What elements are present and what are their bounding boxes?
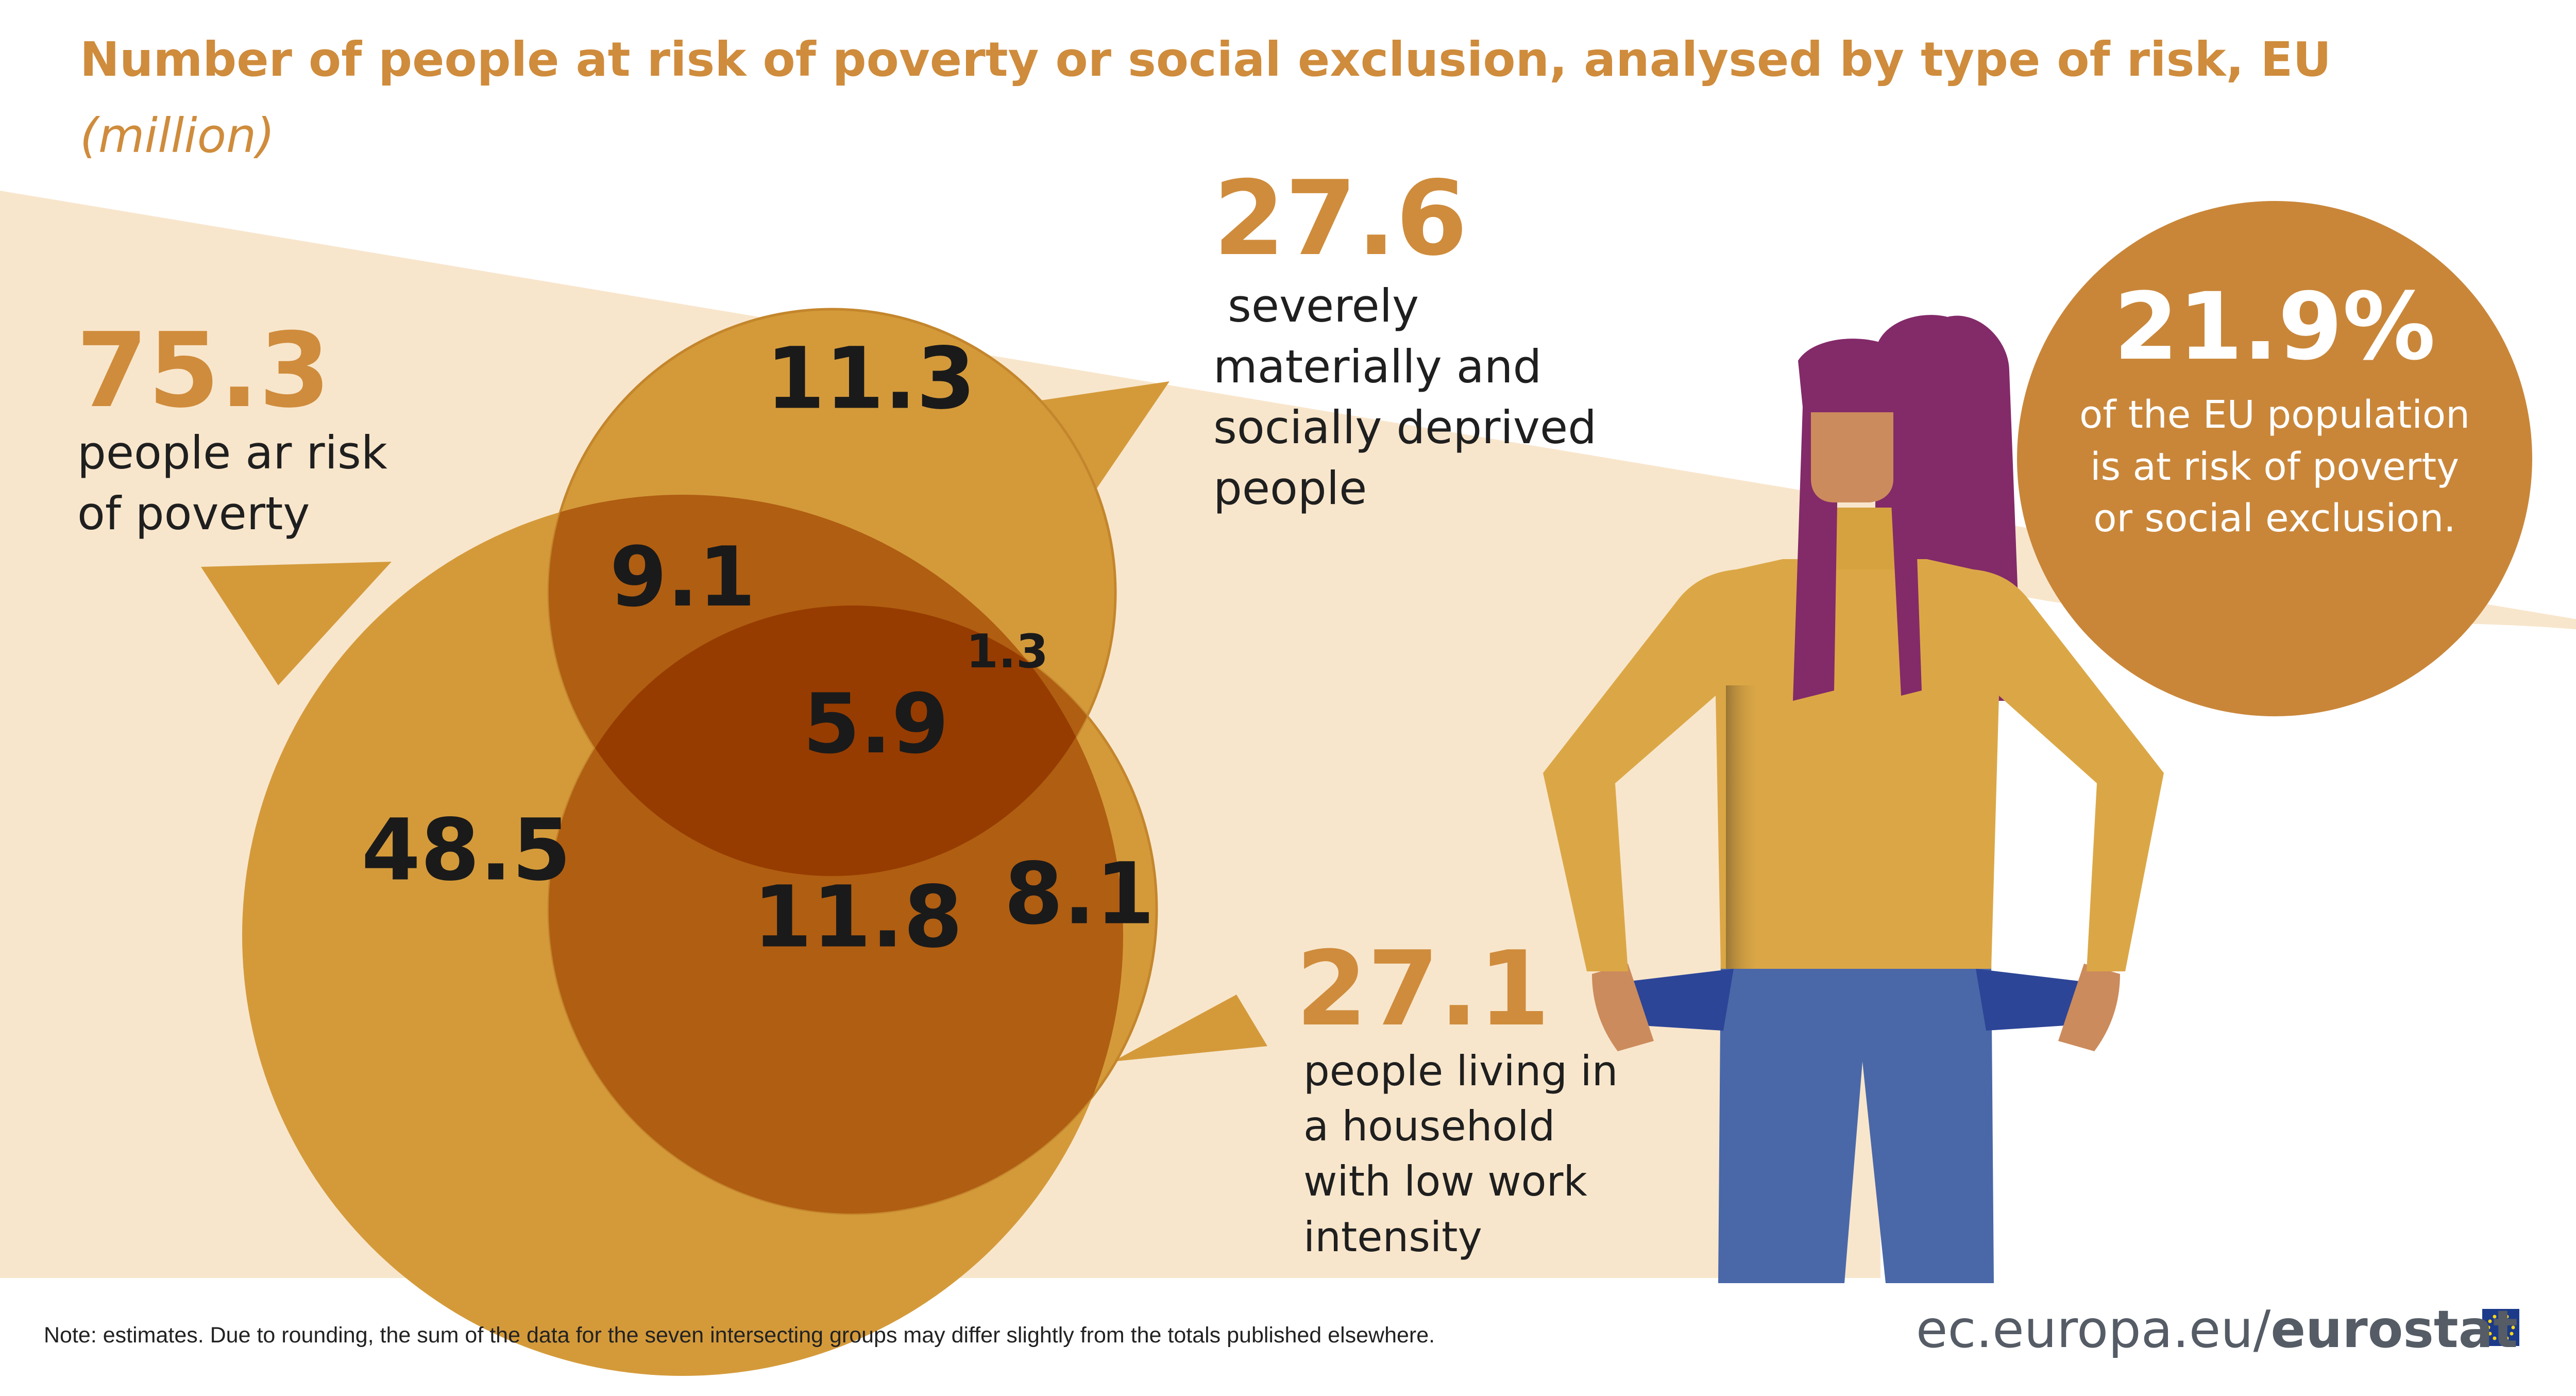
right-hand [2058,964,2120,1051]
brand-name: eurostat [2270,1299,2518,1359]
low-work-bubble-tail [1113,995,1267,1062]
figure-face [1811,412,1893,502]
headline-value: 21.9% [2113,273,2436,381]
deprived-bubble-tail [1030,381,1170,510]
chart-title: Number of people at risk of poverty or s… [80,32,2332,87]
headline-circle [2017,201,2532,716]
region-deprived-only: 11.3 [766,329,976,428]
region-low-work-only: 8.1 [1004,844,1155,944]
poverty-total: 75.3 [76,311,331,431]
left-pocket [1625,969,1734,1031]
poverty-bubble-tail [201,562,392,685]
figure-shirt [1543,559,2164,971]
footnote: Note: estimates. Due to rounding, the su… [44,1323,1435,1348]
deprived-label: severely materially and socially deprive… [1213,279,1611,515]
woman-empty-pockets-illustration [1543,315,2164,1283]
region-poverty-only: 48.5 [361,800,571,900]
headline-text: of the EU population is at risk of pover… [2079,393,2470,541]
low-work-total: 27.1 [1296,929,1550,1049]
brand-prefix: ec.europa.eu/ [1916,1299,2271,1359]
hair-fringe [1798,339,1906,412]
arm-shade [1726,685,1762,969]
region-poverty-deprived: 9.1 [609,529,756,625]
eurostat-brand[interactable]: ec.europa.eu/eurostat [1916,1304,2518,1355]
right-pocket [1976,969,2084,1031]
hair-front-right [1886,392,1922,696]
region-all-three: 5.9 [803,676,949,772]
region-poverty-low-work: 11.8 [753,867,963,967]
low-work-label: people living in a household with low wo… [1303,1047,1618,1261]
chart-subtitle: (million) [80,108,275,163]
figure-jeans [1718,958,1994,1283]
deprived-total: 27.6 [1213,159,1468,279]
eu-flag-icon [2482,1309,2519,1346]
left-hand [1592,964,1654,1051]
region-deprived-low-work: 1.3 [966,625,1048,679]
poverty-label: people ar risk of poverty [77,426,387,540]
